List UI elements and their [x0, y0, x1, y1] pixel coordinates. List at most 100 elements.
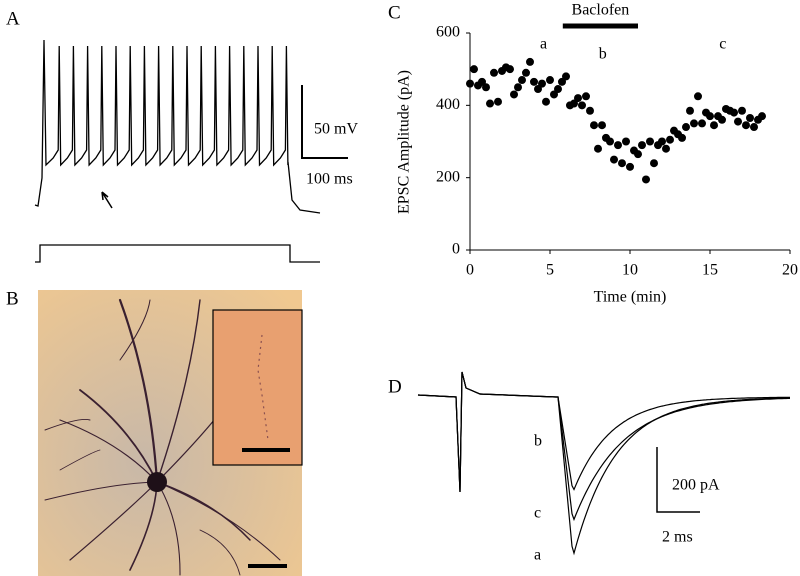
point [506, 65, 514, 74]
y-tick-label: 400 [436, 96, 460, 113]
point [614, 141, 622, 150]
point [562, 72, 570, 81]
point [706, 112, 714, 121]
point [638, 141, 646, 150]
point [522, 68, 530, 77]
x-tick-label: 5 [546, 262, 554, 279]
point [554, 85, 562, 94]
point [738, 106, 746, 115]
y-tick-label: 0 [452, 241, 460, 258]
point [646, 137, 654, 146]
point [494, 97, 502, 106]
panel-label: A [6, 8, 20, 29]
arrow [101, 191, 113, 209]
epsc-trace [417, 371, 790, 522]
panel-label: B [6, 288, 19, 309]
point [694, 92, 702, 101]
x-tick-label: 10 [622, 262, 638, 279]
panel-label: C [388, 2, 401, 23]
dendrite [119, 299, 151, 361]
x-tick-label: 20 [782, 262, 798, 279]
soma [147, 472, 167, 492]
point [698, 119, 706, 128]
dendrite [156, 299, 201, 483]
point [518, 76, 526, 85]
dendrite [44, 419, 91, 431]
point [482, 83, 490, 92]
scale-bar [656, 447, 700, 513]
point [686, 106, 694, 115]
y-tick-label: 600 [436, 24, 460, 41]
annotation: a [540, 36, 547, 53]
panel-label: D [388, 376, 402, 397]
point [610, 155, 618, 164]
point [470, 65, 478, 74]
point [590, 121, 598, 130]
point [682, 123, 690, 132]
point [530, 77, 538, 86]
point [542, 97, 550, 106]
trace-label: c [534, 505, 541, 522]
point [526, 57, 534, 66]
point [486, 99, 494, 108]
point [582, 92, 590, 101]
point [510, 90, 518, 99]
x-tick-label: 0 [466, 262, 474, 279]
point [466, 79, 474, 88]
x-axis-label: Time (min) [594, 289, 667, 306]
scale-label: 2 ms [662, 529, 693, 546]
point [662, 144, 670, 153]
point [710, 121, 718, 130]
dendrite [79, 389, 158, 483]
dendrite [156, 481, 251, 541]
scale-label: 50 mV [314, 121, 358, 138]
point [546, 76, 554, 85]
point [746, 113, 754, 122]
point [574, 94, 582, 103]
point [598, 121, 606, 130]
y-axis-label: EPSC Amplitude (pA) [396, 70, 413, 214]
point [730, 108, 738, 117]
dendrite [199, 529, 241, 576]
epsc-trace [417, 371, 791, 556]
dendrite [59, 419, 158, 483]
trace-label: a [534, 547, 541, 564]
point [750, 123, 758, 132]
point [666, 135, 674, 144]
point [622, 137, 630, 146]
scale-label: 100 ms [306, 171, 353, 188]
point [742, 121, 750, 130]
point [490, 68, 498, 77]
point [718, 115, 726, 124]
point [514, 83, 522, 92]
point [678, 133, 686, 142]
epsc-trace [417, 371, 790, 493]
point [586, 106, 594, 115]
point [658, 137, 666, 146]
inset [212, 309, 303, 466]
point [606, 137, 614, 146]
point [634, 150, 642, 159]
point [642, 175, 650, 184]
point [578, 101, 586, 110]
point [618, 159, 626, 168]
point [594, 144, 602, 153]
annotation: Baclofen [572, 2, 630, 19]
x-tick-label: 15 [702, 262, 718, 279]
dendrite [59, 449, 101, 471]
point [690, 119, 698, 128]
voltage-trace [34, 39, 321, 214]
point [650, 159, 658, 168]
trace-label: b [534, 433, 542, 450]
epsc-traces [417, 371, 791, 556]
annotation: b [599, 46, 607, 63]
point [626, 162, 634, 171]
point [734, 117, 742, 126]
point [758, 112, 766, 121]
y-tick-label: 200 [436, 168, 460, 185]
point [538, 79, 546, 88]
dendrite [118, 298, 159, 484]
dendrite [156, 481, 281, 561]
scale-label: 200 pA [672, 477, 720, 494]
